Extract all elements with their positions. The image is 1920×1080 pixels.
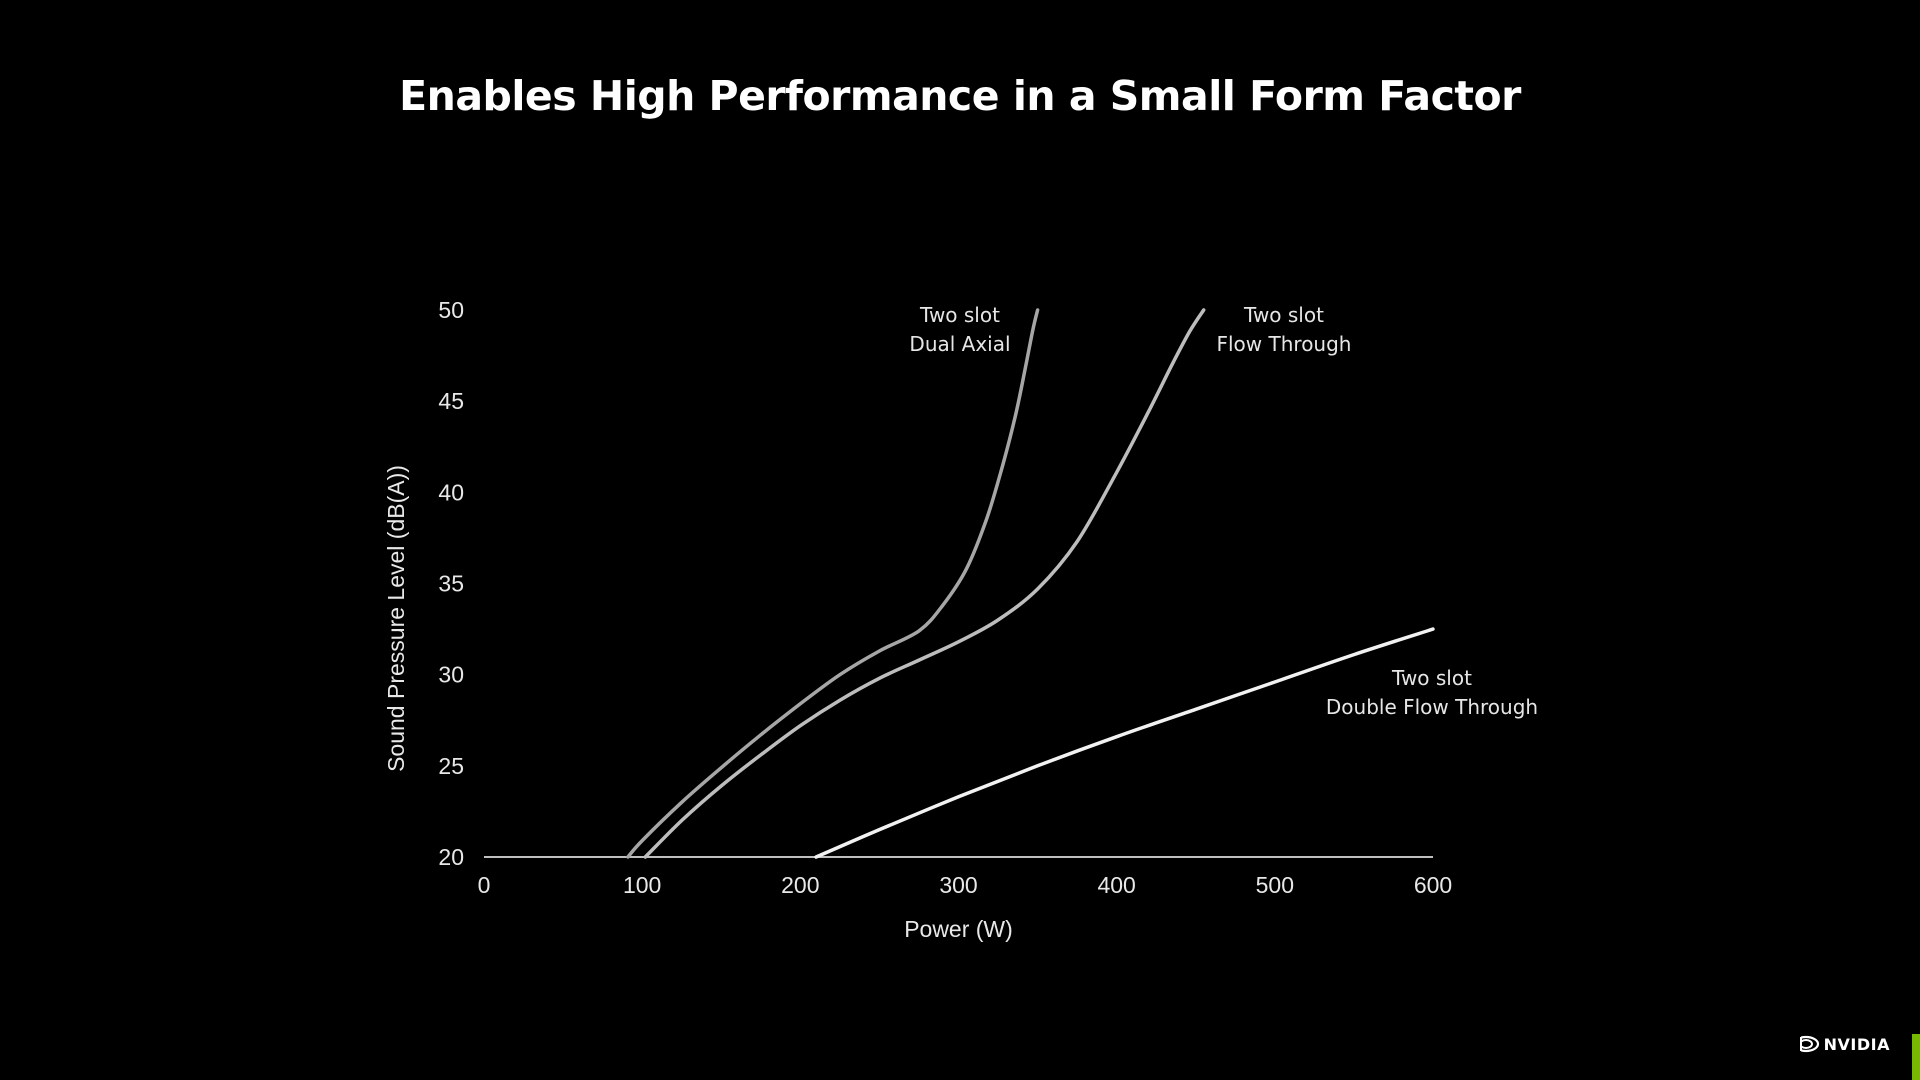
y-axis-ticks: 20 25 30 35 40 45 50 bbox=[438, 297, 464, 870]
y-tick-label: 25 bbox=[438, 753, 464, 779]
logo-text: NVIDIA bbox=[1823, 1034, 1890, 1054]
nvidia-eye-icon bbox=[1791, 1034, 1819, 1054]
y-tick-label: 50 bbox=[438, 297, 464, 323]
series-label-double-flow-through: Two slot bbox=[1391, 666, 1472, 690]
x-tick-label: 0 bbox=[478, 872, 491, 898]
series-label-double-flow-through: Double Flow Through bbox=[1326, 695, 1538, 719]
y-tick-label: 30 bbox=[438, 662, 464, 688]
x-tick-label: 300 bbox=[939, 872, 977, 898]
x-axis-ticks: 0 100 200 300 400 500 600 bbox=[478, 872, 1453, 898]
slide-title: Enables High Performance in a Small Form… bbox=[399, 72, 1521, 120]
y-axis-title: Sound Pressure Level (dB(A)) bbox=[383, 465, 409, 772]
series-labels: Two slot Dual Axial Two slot Flow Through Tw… bbox=[909, 303, 1538, 719]
x-tick-label: 100 bbox=[623, 872, 661, 898]
x-tick-label: 600 bbox=[1414, 872, 1452, 898]
nvidia-logo: NVIDIA bbox=[1791, 1034, 1890, 1054]
x-tick-label: 500 bbox=[1256, 872, 1294, 898]
x-axis-title: Power (W) bbox=[904, 916, 1013, 942]
series-line-flow-through bbox=[643, 308, 1206, 859]
series-label-dual-axial: Two slot bbox=[919, 303, 1000, 327]
x-tick-label: 400 bbox=[1097, 872, 1135, 898]
accent-bar bbox=[1912, 1034, 1920, 1080]
y-tick-label: 45 bbox=[438, 388, 464, 414]
series-label-dual-axial: Dual Axial bbox=[909, 332, 1010, 356]
series-label-flow-through: Two slot bbox=[1243, 303, 1324, 327]
series-label-flow-through: Flow Through bbox=[1217, 332, 1352, 356]
series-line-double-flow-through bbox=[814, 627, 1435, 859]
series-line-dual-axial bbox=[626, 308, 1040, 859]
y-tick-label: 20 bbox=[438, 844, 464, 870]
y-tick-label: 40 bbox=[438, 479, 464, 505]
y-tick-label: 35 bbox=[438, 571, 464, 597]
series-lines bbox=[626, 308, 1435, 859]
x-tick-label: 200 bbox=[781, 872, 819, 898]
